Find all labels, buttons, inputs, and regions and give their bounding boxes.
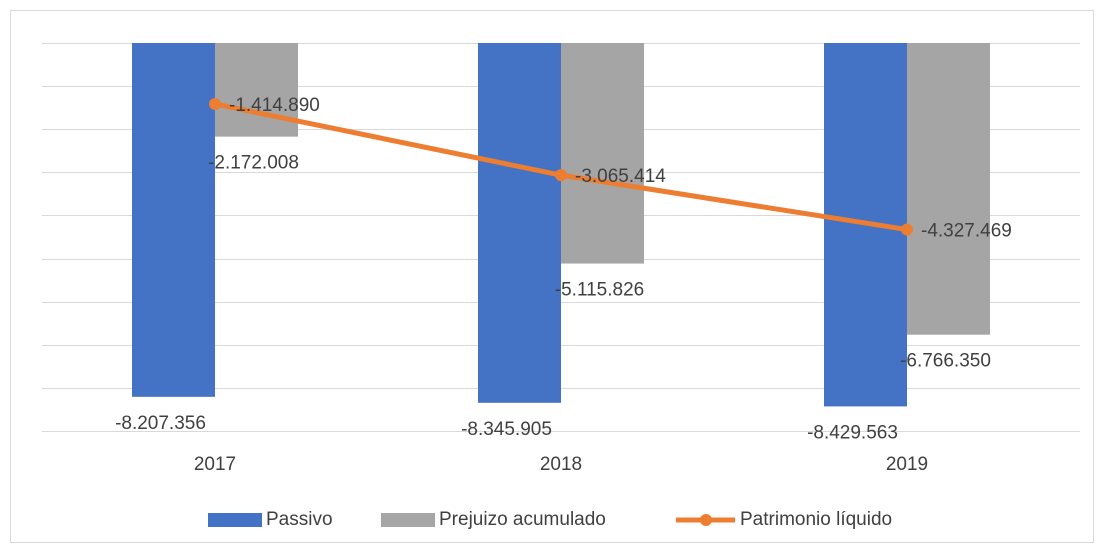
bar: [907, 43, 990, 335]
x-tick-label: 2018: [540, 454, 582, 475]
data-label: -1.414.890: [229, 95, 320, 116]
data-label: -4.327.469: [921, 221, 1012, 242]
legend-label: Prejuizo acumulado: [439, 509, 606, 530]
data-label: -6.766.350: [900, 351, 991, 372]
data-label: -3.065.414: [575, 166, 666, 187]
bar: [215, 43, 298, 137]
data-label: -8.429.563: [807, 422, 898, 443]
legend-label: Patrimonio líquido: [740, 509, 892, 530]
bar: [561, 43, 644, 264]
legend-swatch: [381, 513, 435, 527]
x-tick-label: 2019: [886, 454, 928, 475]
legend-swatch: [208, 513, 262, 527]
bar: [132, 43, 215, 397]
legend-marker: [700, 514, 712, 526]
data-label: -8.345.905: [461, 419, 552, 440]
data-label: -5.115.826: [555, 280, 644, 301]
data-label: -8.207.356: [115, 413, 206, 434]
bar: [478, 43, 561, 403]
data-label: -2.172.008: [208, 153, 299, 174]
line-marker: [901, 223, 913, 236]
x-tick-label: 2017: [194, 454, 236, 475]
line-marker: [209, 97, 221, 110]
legend-label: Passivo: [266, 509, 333, 530]
line-marker: [555, 169, 567, 182]
